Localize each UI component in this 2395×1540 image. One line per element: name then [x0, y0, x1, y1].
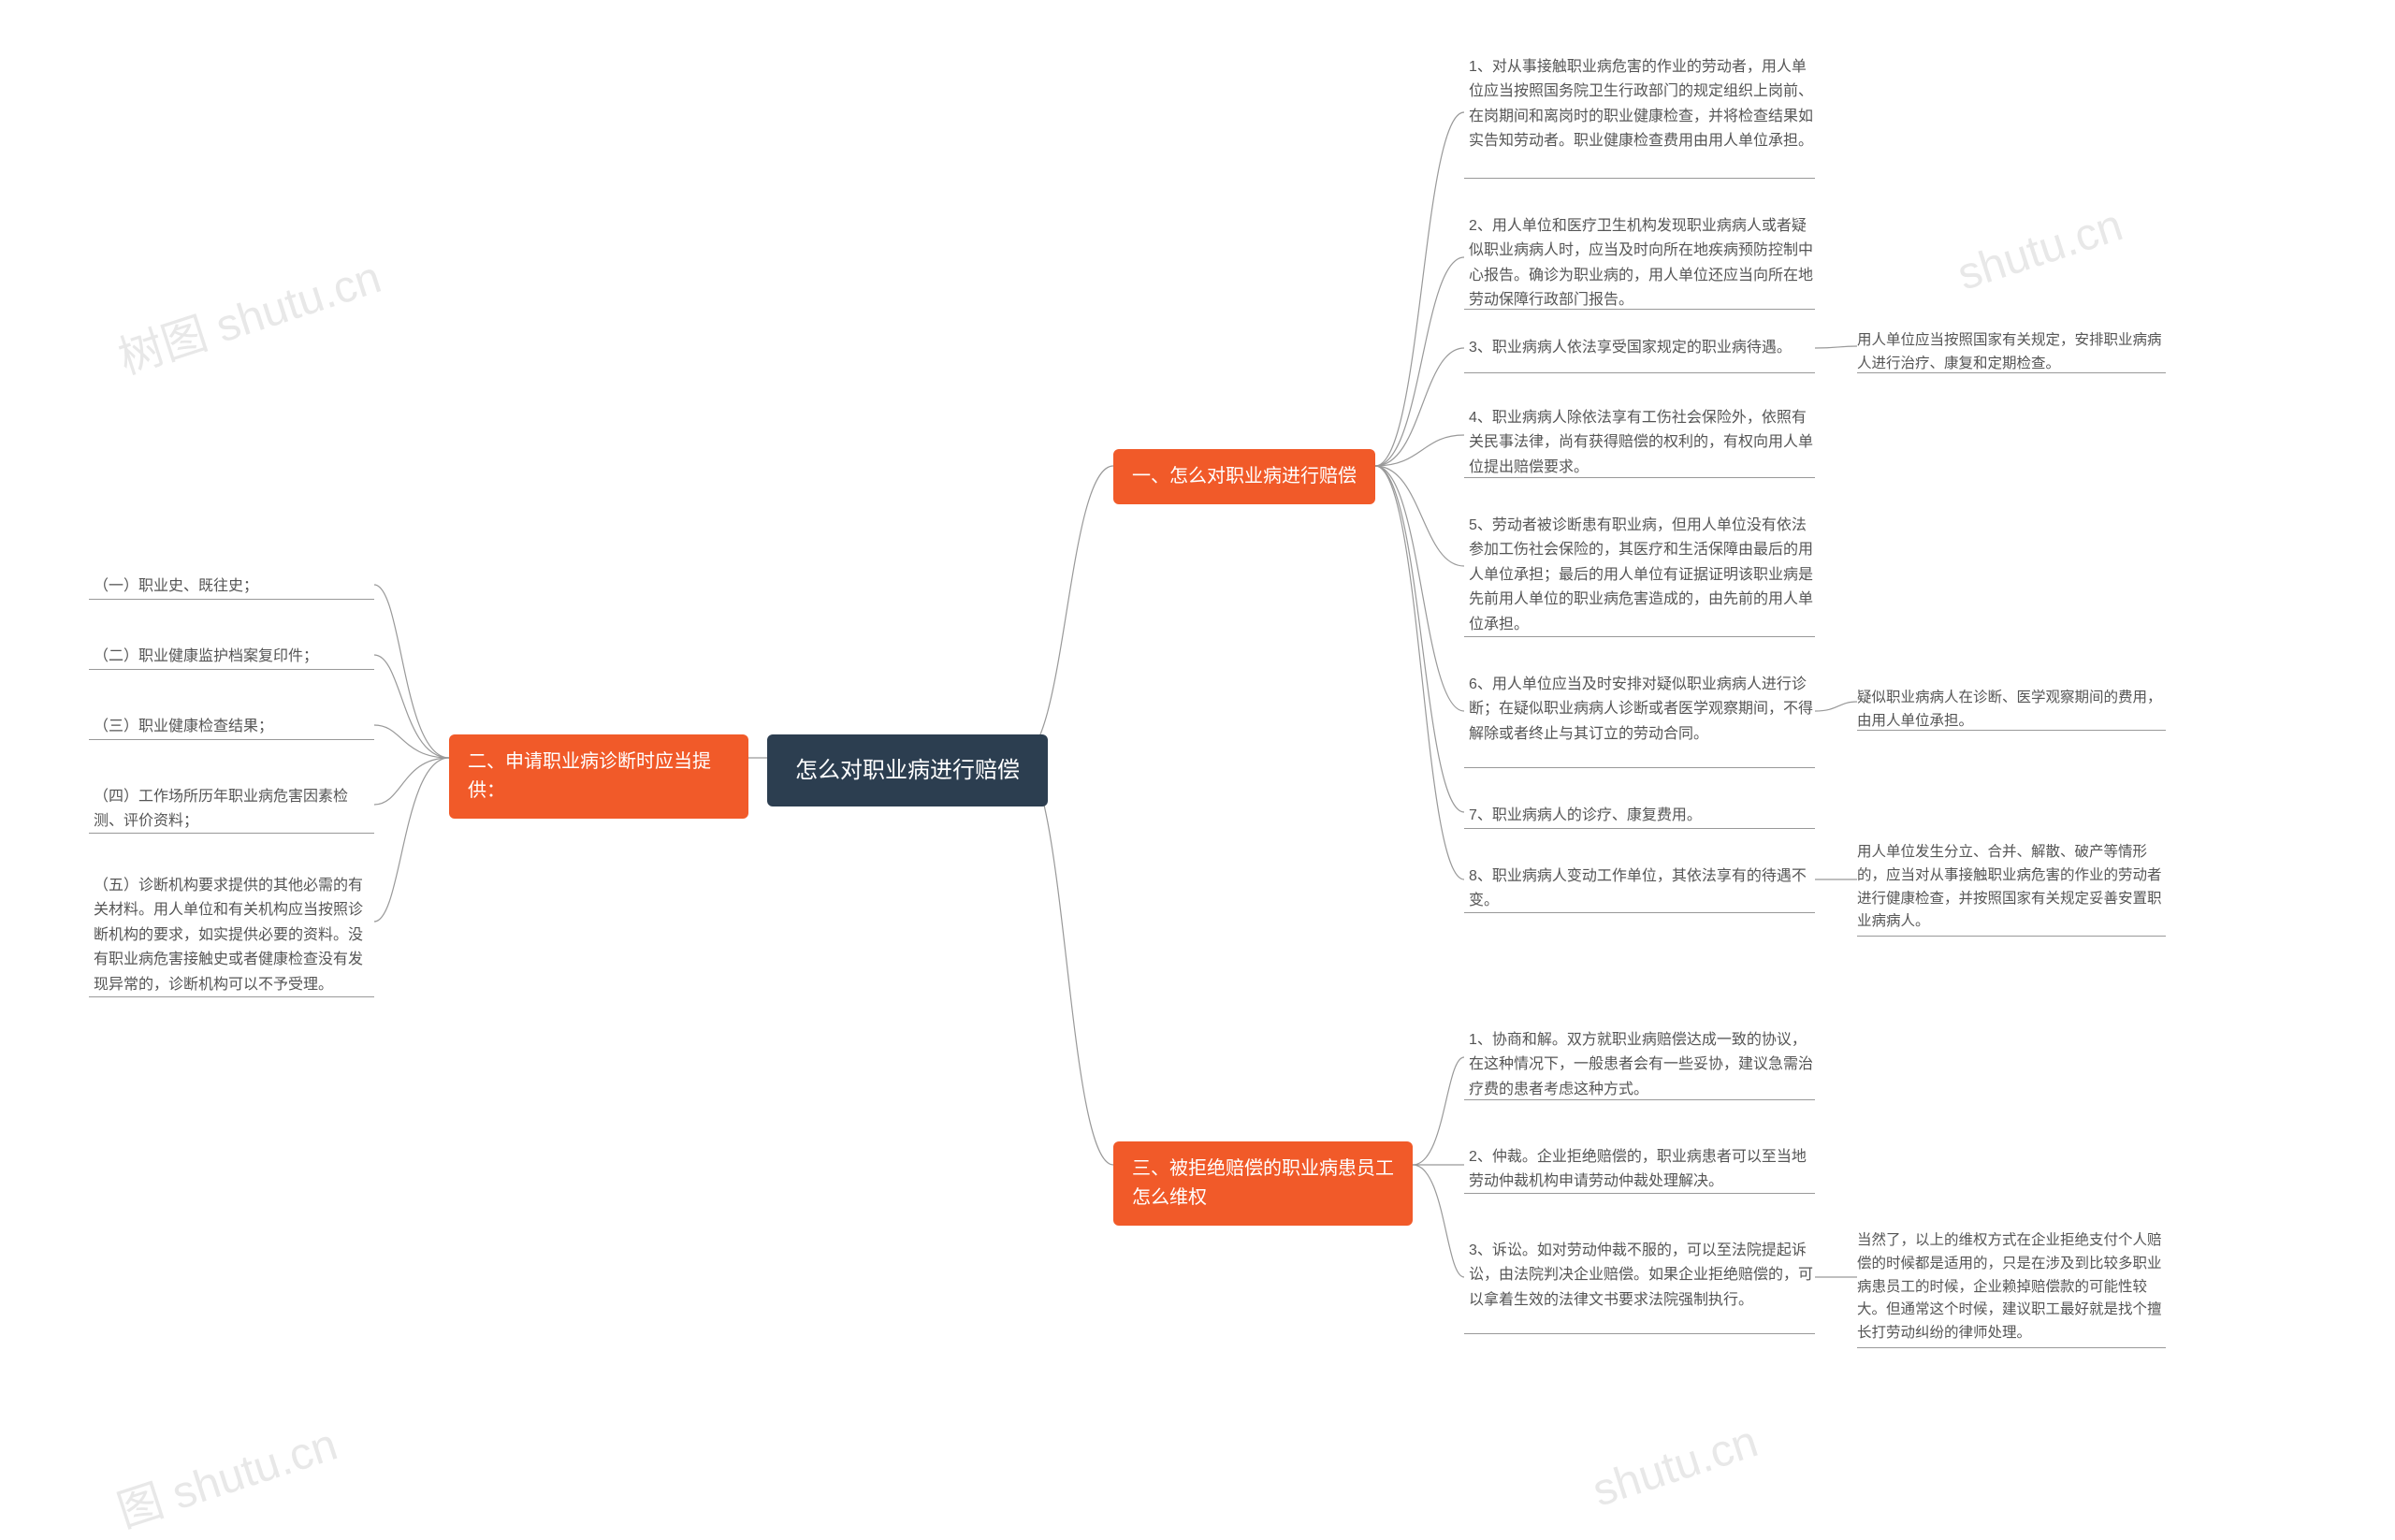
- watermark: 树图 shutu.cn: [109, 240, 387, 386]
- watermark: shutu.cn: [1587, 1416, 1764, 1517]
- leaf-underline: [1857, 936, 2166, 937]
- leaf-underline: [89, 739, 374, 740]
- leaf-node[interactable]: 2、仲裁。企业拒绝赔偿的，职业病患者可以至当地劳动仲裁机构申请劳动仲裁处理解决。: [1469, 1141, 1815, 1199]
- leaf-underline: [89, 669, 374, 670]
- leaf-node[interactable]: 4、职业病病人除依法享有工伤社会保险外，依照有关民事法律，尚有获得赔偿的权利的，…: [1469, 402, 1815, 484]
- leaf-underline: [89, 599, 374, 600]
- leaf-underline: [89, 833, 374, 834]
- leaf-underline: [1464, 767, 1815, 768]
- leaf-node-sub[interactable]: 用人单位发生分立、合并、解散、破产等情形的，应当对从事接触职业病危害的作业的劳动…: [1857, 837, 2166, 937]
- leaf-underline: [1464, 477, 1815, 478]
- leaf-node[interactable]: 3、职业病病人依法享受国家规定的职业病待遇。: [1469, 332, 1792, 364]
- branch-node-3[interactable]: 三、被拒绝赔偿的职业病患员工怎么维权: [1113, 1141, 1413, 1226]
- branch-node-2[interactable]: 二、申请职业病诊断时应当提供：: [449, 734, 748, 819]
- mindmap-root[interactable]: 怎么对职业病进行赔偿: [767, 734, 1048, 806]
- branch-node-1[interactable]: 一、怎么对职业病进行赔偿: [1113, 449, 1375, 504]
- watermark: shutu.cn: [1952, 199, 2129, 300]
- leaf-node[interactable]: 1、协商和解。双方就职业病赔偿达成一致的协议，在这种情况下，一般患者会有一些妥协…: [1469, 1024, 1815, 1106]
- leaf-underline: [1464, 912, 1815, 913]
- leaf-node[interactable]: 3、诉讼。如对劳动仲裁不服的，可以至法院提起诉讼，由法院判决企业赔偿。如果企业拒…: [1469, 1235, 1815, 1316]
- leaf-node[interactable]: 2、用人单位和医疗卫生机构发现职业病病人或者疑似职业病病人时，应当及时向所在地疾…: [1469, 211, 1815, 317]
- leaf-underline: [1464, 372, 1815, 373]
- leaf-node[interactable]: 1、对从事接触职业病危害的作业的劳动者，用人单位应当按照国务院卫生行政部门的规定…: [1469, 51, 1815, 158]
- leaf-node[interactable]: 8、职业病病人变动工作单位，其依法享有的待遇不变。: [1469, 861, 1815, 918]
- leaf-underline: [89, 996, 374, 997]
- leaf-underline: [1857, 1347, 2166, 1348]
- leaf-underline: [1464, 178, 1815, 179]
- leaf-underline: [1464, 1333, 1815, 1334]
- leaf-node[interactable]: 6、用人单位应当及时安排对疑似职业病病人进行诊断；在疑似职业病病人诊断或者医学观…: [1469, 669, 1815, 750]
- leaf-underline: [1857, 730, 2166, 731]
- leaf-node[interactable]: 5、劳动者被诊断患有职业病，但用人单位没有依法参加工伤社会保险的，其医疗和生活保…: [1469, 510, 1815, 641]
- leaf-node-sub[interactable]: 疑似职业病病人在诊断、医学观察期间的费用，由用人单位承担。: [1857, 683, 2166, 737]
- leaf-underline: [1464, 828, 1815, 829]
- leaf-underline: [1464, 309, 1815, 310]
- leaf-underline: [1857, 372, 2166, 373]
- leaf-node-sub[interactable]: 当然了，以上的维权方式在企业拒绝支付个人赔偿的时候都是适用的，只是在涉及到比较多…: [1857, 1226, 2166, 1349]
- leaf-node[interactable]: （四）工作场所历年职业病危害因素检测、评价资料；: [94, 781, 374, 838]
- leaf-underline: [1464, 1193, 1815, 1194]
- leaf-node[interactable]: （五）诊断机构要求提供的其他必需的有关材料。用人单位和有关机构应当按照诊断机构的…: [94, 870, 374, 1001]
- leaf-underline: [1464, 636, 1815, 637]
- leaf-underline: [1464, 1099, 1815, 1100]
- leaf-node-sub[interactable]: 用人单位应当按照国家有关规定，安排职业病病人进行治疗、康复和定期检查。: [1857, 326, 2166, 380]
